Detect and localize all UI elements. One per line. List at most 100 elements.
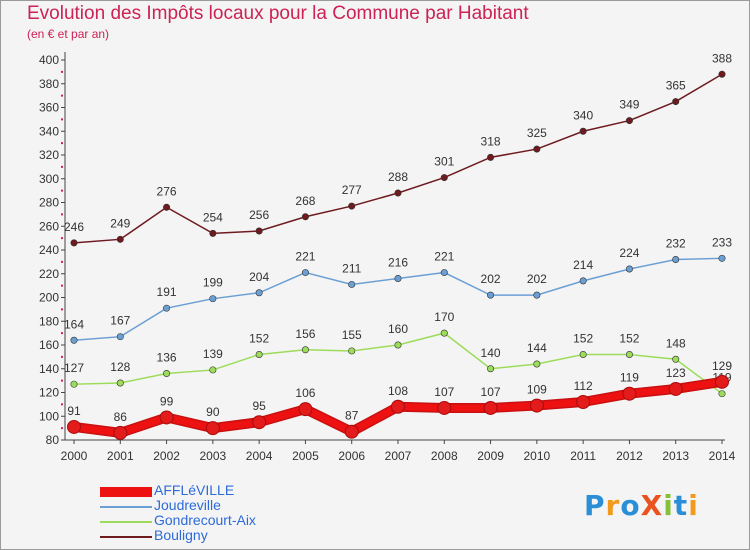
data-point-gondrecourt-aix bbox=[301, 346, 309, 354]
data-point-gondrecourt-aix bbox=[116, 379, 124, 387]
data-label-bouligny: 277 bbox=[342, 183, 362, 197]
x-tick-label: 2013 bbox=[662, 449, 689, 463]
y-minor-tick bbox=[61, 260, 63, 263]
x-tick-label: 2011 bbox=[570, 449, 596, 463]
data-point-joudreville bbox=[394, 274, 402, 282]
data-point-bouligny bbox=[209, 229, 217, 237]
data-point-gondrecourt-aix bbox=[209, 366, 217, 374]
data-point-bouligny bbox=[116, 235, 124, 243]
y-minor-tick bbox=[61, 213, 63, 216]
x-tick-label: 2008 bbox=[431, 449, 458, 463]
legend-swatch-gondrecourt-aix bbox=[100, 521, 152, 523]
data-label-joudreville: 224 bbox=[619, 246, 639, 260]
data-label-affl-ville: 112 bbox=[574, 379, 593, 393]
data-label-gondrecourt-aix: 140 bbox=[481, 346, 501, 360]
y-tick-label: 280 bbox=[39, 196, 59, 210]
data-point-bouligny bbox=[394, 189, 402, 197]
data-label-bouligny: 318 bbox=[481, 134, 501, 148]
data-point-bouligny bbox=[348, 202, 356, 210]
data-point-bouligny bbox=[440, 174, 448, 182]
chart-title: Evolution des Impôts locaux pour la Comm… bbox=[27, 3, 529, 24]
data-label-joudreville: 164 bbox=[64, 317, 84, 331]
data-label-bouligny: 276 bbox=[157, 184, 177, 198]
data-point-affl-ville bbox=[113, 425, 128, 440]
x-tick-label: 2002 bbox=[153, 449, 180, 463]
data-point-affl-ville bbox=[298, 402, 313, 417]
x-tick-label: 2009 bbox=[477, 449, 504, 463]
data-point-joudreville bbox=[348, 280, 356, 288]
data-label-affl-ville: 108 bbox=[388, 384, 408, 398]
data-label-gondrecourt-aix: 170 bbox=[434, 310, 454, 324]
data-label-bouligny: 301 bbox=[434, 155, 454, 169]
data-point-joudreville bbox=[533, 291, 541, 299]
data-label-joudreville: 202 bbox=[527, 272, 547, 286]
data-label-gondrecourt-aix: 144 bbox=[527, 341, 547, 355]
data-point-affl-ville bbox=[576, 395, 591, 409]
data-point-affl-ville bbox=[344, 424, 359, 439]
x-tick-label: 2001 bbox=[107, 449, 134, 463]
data-label-bouligny: 349 bbox=[619, 98, 639, 112]
data-point-gondrecourt-aix bbox=[394, 341, 402, 349]
data-point-affl-ville bbox=[622, 386, 637, 401]
y-tick-label: 200 bbox=[39, 291, 59, 305]
y-tick-label: 240 bbox=[39, 243, 59, 257]
data-point-affl-ville bbox=[391, 399, 405, 414]
data-label-gondrecourt-aix: 155 bbox=[342, 328, 362, 342]
data-label-joudreville: 191 bbox=[157, 285, 177, 299]
data-point-joudreville bbox=[163, 304, 171, 312]
y-tick-label: 300 bbox=[39, 172, 59, 186]
y-tick-label: 140 bbox=[39, 362, 59, 376]
x-tick-label: 2003 bbox=[200, 449, 227, 463]
data-label-gondrecourt-aix: 139 bbox=[203, 347, 223, 361]
data-point-joudreville bbox=[718, 254, 726, 262]
legend-swatch-affleville bbox=[100, 487, 152, 497]
data-point-joudreville bbox=[116, 333, 124, 341]
data-point-affl-ville bbox=[437, 400, 452, 415]
legend-label-gondrecourt-aix: Gondrecourt-Aix bbox=[154, 512, 256, 528]
data-label-joudreville: 216 bbox=[388, 256, 408, 270]
data-point-affl-ville bbox=[529, 398, 544, 413]
x-tick-label: 2005 bbox=[292, 449, 319, 463]
data-label-gondrecourt-aix: 136 bbox=[157, 351, 177, 365]
y-tick-label: 220 bbox=[39, 267, 59, 281]
data-label-affl-ville: 107 bbox=[481, 385, 501, 399]
data-label-joudreville: 233 bbox=[712, 235, 732, 249]
data-point-gondrecourt-aix bbox=[487, 365, 495, 373]
data-point-bouligny bbox=[718, 70, 726, 78]
data-point-affl-ville bbox=[159, 410, 174, 425]
data-label-affl-ville: 107 bbox=[434, 385, 454, 399]
chart-subtitle: (en € et par an) bbox=[27, 27, 110, 41]
data-point-joudreville bbox=[625, 265, 633, 273]
x-tick-label: 2010 bbox=[524, 449, 551, 463]
data-label-gondrecourt-aix: 128 bbox=[110, 360, 130, 374]
y-minor-tick bbox=[61, 142, 63, 145]
y-minor-tick bbox=[61, 118, 63, 121]
data-label-affl-ville: 87 bbox=[345, 409, 359, 423]
data-label-joudreville: 221 bbox=[434, 250, 454, 264]
legend-label-bouligny: Bouligny bbox=[154, 527, 208, 543]
data-label-affl-ville: 119 bbox=[620, 371, 639, 385]
y-tick-label: 320 bbox=[39, 148, 59, 162]
data-label-joudreville: 232 bbox=[666, 237, 686, 251]
y-minor-tick bbox=[61, 332, 63, 335]
y-minor-tick bbox=[61, 355, 63, 358]
data-point-joudreville bbox=[487, 291, 495, 299]
y-minor-tick bbox=[61, 284, 63, 287]
data-point-joudreville bbox=[672, 255, 680, 263]
data-label-joudreville: 221 bbox=[295, 250, 315, 264]
data-label-affl-ville: 106 bbox=[295, 386, 315, 400]
data-label-gondrecourt-aix: 148 bbox=[666, 336, 686, 350]
data-label-bouligny: 268 bbox=[295, 194, 315, 208]
data-point-joudreville bbox=[301, 269, 309, 277]
data-label-bouligny: 249 bbox=[110, 216, 130, 230]
data-point-joudreville bbox=[579, 277, 587, 285]
legend-label-joudreville: Joudreville bbox=[154, 497, 221, 513]
legend-swatch-bouligny bbox=[100, 536, 152, 538]
data-point-gondrecourt-aix bbox=[348, 347, 356, 355]
data-point-affl-ville bbox=[668, 381, 683, 396]
legend-label-affleville: AFFLéVILLE bbox=[154, 482, 235, 498]
data-point-gondrecourt-aix bbox=[255, 350, 263, 358]
data-point-joudreville bbox=[255, 289, 263, 297]
